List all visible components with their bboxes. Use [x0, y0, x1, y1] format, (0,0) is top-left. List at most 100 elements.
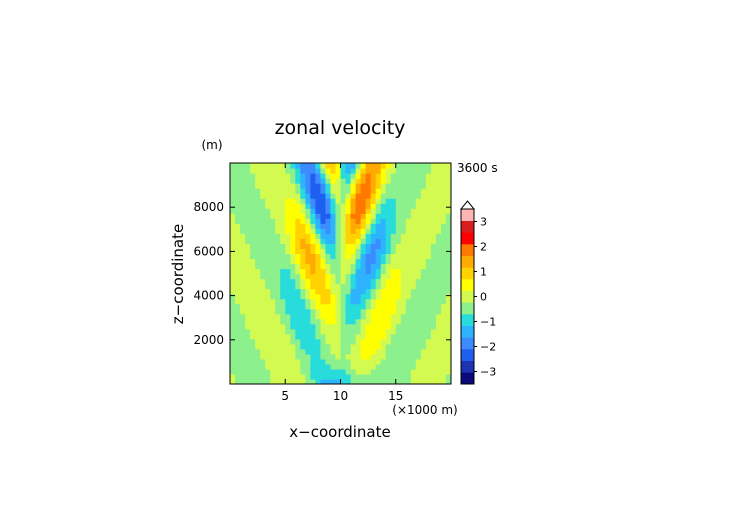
field-cell — [395, 348, 402, 355]
field-cell — [320, 163, 327, 169]
field-cell — [240, 353, 246, 360]
field-cell — [320, 373, 327, 380]
field-cell — [260, 368, 266, 375]
field-cell — [375, 283, 382, 290]
field-cell — [265, 208, 271, 214]
field-cell — [290, 328, 296, 335]
field-cell — [345, 203, 352, 209]
field-cell — [360, 228, 367, 234]
field-cell — [355, 273, 362, 280]
field-cell — [300, 368, 306, 375]
field-cell — [310, 198, 316, 204]
field-cell — [330, 258, 337, 265]
field-cell — [255, 353, 261, 360]
field-cell — [415, 308, 422, 315]
field-cell — [280, 163, 286, 169]
field-cell — [415, 238, 422, 244]
field-cell — [385, 373, 392, 380]
field-cell — [445, 318, 451, 325]
field-cell — [425, 218, 432, 224]
field-cell — [410, 318, 417, 325]
field-cell — [290, 218, 296, 224]
field-cell — [290, 243, 296, 249]
field-cell — [305, 358, 311, 365]
field-cell — [385, 348, 392, 355]
field-cell — [340, 248, 347, 255]
field-cell — [330, 173, 337, 179]
field-cell — [300, 168, 306, 174]
field-cell — [425, 228, 432, 234]
field-cell — [275, 373, 281, 380]
field-cell — [410, 293, 417, 300]
field-cell — [230, 233, 236, 239]
field-cell — [315, 373, 322, 380]
field-cell — [430, 343, 437, 350]
field-cell — [390, 173, 397, 179]
field-cell — [305, 188, 311, 194]
field-cell — [240, 358, 246, 365]
field-cell — [415, 323, 422, 330]
field-cell — [330, 288, 337, 295]
field-cell — [335, 278, 342, 285]
field-cell — [325, 308, 332, 315]
field-cell — [240, 263, 246, 270]
field-cell — [355, 378, 362, 384]
field-cell — [430, 213, 437, 219]
field-cell — [400, 343, 407, 350]
field-cell — [425, 183, 432, 189]
field-cell — [300, 338, 306, 345]
field-cell — [320, 293, 327, 300]
field-cell — [420, 338, 427, 345]
field-cell — [435, 278, 442, 285]
field-cell — [265, 248, 271, 255]
field-cell — [260, 323, 266, 330]
field-cell — [250, 208, 256, 214]
field-cell — [375, 233, 382, 239]
field-cell — [350, 338, 357, 345]
field-cell — [295, 373, 301, 380]
field-cell — [240, 293, 246, 300]
field-cell — [295, 188, 301, 194]
field-cell — [345, 198, 352, 204]
x-tick-label: 15 — [388, 389, 403, 403]
field-cell — [260, 378, 266, 384]
field-cell — [340, 258, 347, 265]
field-cell — [360, 338, 367, 345]
field-cell — [440, 353, 447, 360]
field-cell — [235, 228, 241, 234]
field-cell — [405, 338, 412, 345]
field-cell — [245, 258, 251, 265]
field-cell — [285, 188, 291, 194]
field-cell — [445, 258, 451, 265]
field-cell — [240, 243, 246, 249]
field-cell — [260, 163, 266, 169]
field-cell — [235, 303, 241, 310]
field-cell — [230, 373, 236, 380]
field-cell — [390, 178, 397, 184]
field-cell — [395, 283, 402, 290]
field-cell — [345, 168, 352, 174]
field-cell — [395, 363, 402, 370]
field-cell — [280, 303, 286, 310]
field-cell — [420, 343, 427, 350]
field-cell — [390, 358, 397, 365]
field-cell — [280, 298, 286, 305]
field-cell — [265, 263, 271, 270]
field-cell — [295, 248, 301, 255]
field-cell — [275, 183, 281, 189]
field-cell — [430, 373, 437, 380]
field-cell — [230, 328, 236, 335]
field-cell — [335, 273, 342, 280]
field-cell — [315, 183, 322, 189]
field-cell — [395, 208, 402, 214]
colorbar-swatch — [461, 372, 474, 385]
field-cell — [260, 178, 266, 184]
field-cell — [365, 238, 372, 244]
field-cell — [260, 333, 266, 340]
field-cell — [335, 268, 342, 275]
field-cell — [245, 303, 251, 310]
field-cell — [315, 173, 322, 179]
field-cell — [335, 248, 342, 255]
y-tick-label: 8000 — [193, 200, 224, 214]
field-cell — [310, 168, 316, 174]
